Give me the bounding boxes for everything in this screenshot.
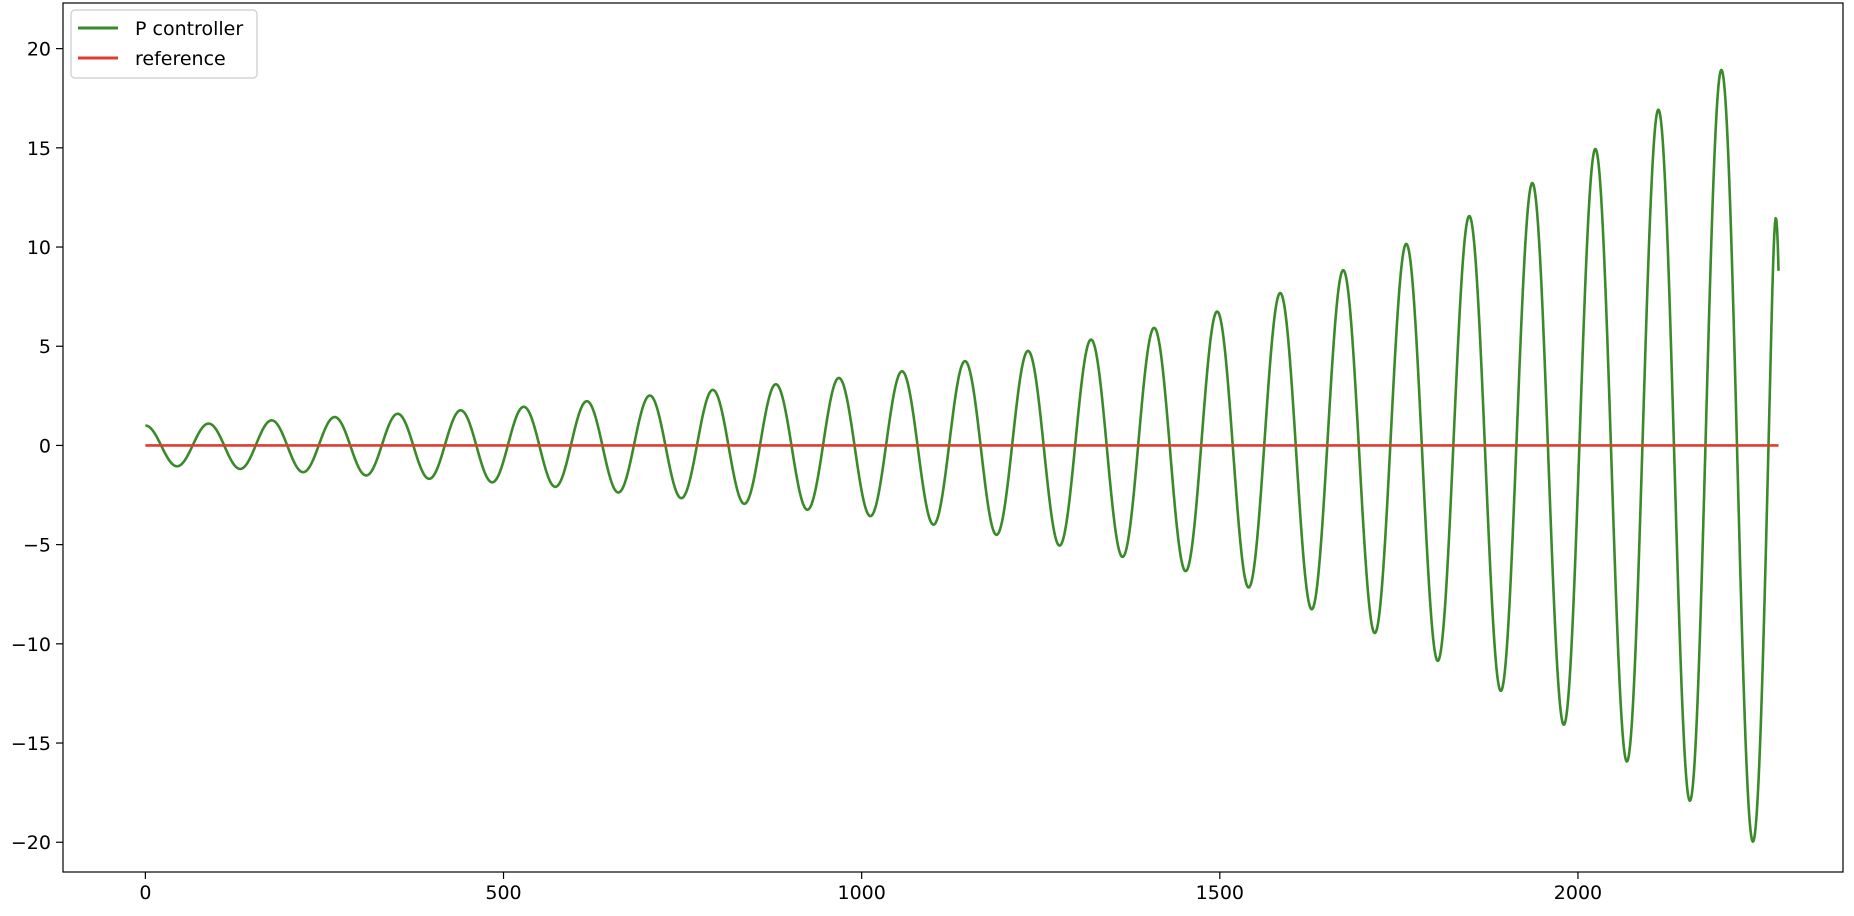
y-tick-label: 20 bbox=[27, 39, 51, 61]
y-tick-label: 15 bbox=[27, 138, 51, 160]
y-tick-label: −5 bbox=[23, 535, 51, 557]
legend: P controller reference bbox=[70, 9, 258, 79]
x-tick-label: 1000 bbox=[837, 882, 885, 904]
plot-frame bbox=[62, 2, 1844, 873]
x-tick-label: 500 bbox=[485, 882, 521, 904]
y-tick-label: 10 bbox=[27, 237, 51, 259]
series-line-p-controller bbox=[144, 68, 1780, 843]
y-tick-label: −15 bbox=[11, 733, 51, 755]
y-tick-label: 5 bbox=[39, 336, 51, 358]
x-tick-label: 2000 bbox=[1554, 882, 1602, 904]
y-tick-label: 0 bbox=[39, 435, 51, 457]
x-tick-label: 0 bbox=[139, 882, 151, 904]
legend-label-reference: reference bbox=[135, 48, 226, 70]
y-tick-label: −10 bbox=[11, 634, 51, 656]
legend-label-p-controller: P controller bbox=[135, 18, 243, 40]
x-tick-label: 1500 bbox=[1196, 882, 1244, 904]
y-tick-label: −20 bbox=[11, 832, 51, 854]
axes-layer: 0 500 1000 1500 2000 20 15 10 5 0 −5 −10 −15 −20 bbox=[11, 39, 1602, 904]
series-layer bbox=[144, 68, 1780, 843]
